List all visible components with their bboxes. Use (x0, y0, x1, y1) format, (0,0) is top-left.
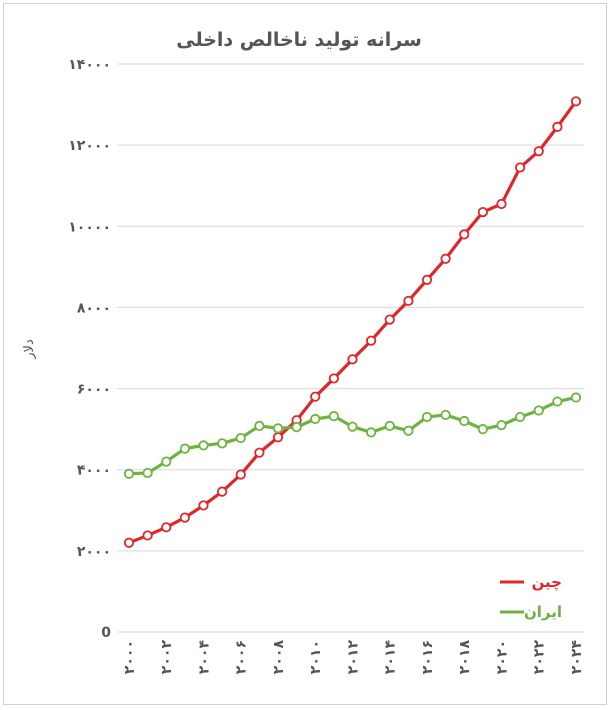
data-point (198, 500, 209, 511)
data-point (421, 274, 433, 285)
data-point (459, 415, 470, 427)
x-tick-label: ۲۰۲۴ (569, 640, 585, 675)
data-point (533, 146, 544, 157)
data-point (235, 432, 246, 444)
data-point (161, 456, 172, 467)
data-point (515, 411, 526, 423)
x-tick-label: ۲۰۲۰ (494, 640, 510, 674)
x-tick-label: ۲۰۰۲ (159, 640, 175, 675)
data-point (496, 419, 507, 431)
chart-frame: سرانه تولید ناخالص داخلی دلار 0 ۲۰۰۰ ۴۰۰۰ ۶… (3, 3, 607, 705)
data-point (459, 229, 470, 240)
data-point (123, 537, 135, 548)
data-point (570, 392, 582, 403)
data-point (328, 373, 339, 384)
data-point (328, 411, 339, 422)
legend-label: ایران (524, 603, 562, 621)
data-point (440, 409, 451, 421)
data-point (235, 469, 246, 480)
y-tick-label: ۱۲۰۰۰ (68, 138, 111, 154)
x-tick-label: ۲۰۱۸ (457, 640, 473, 675)
line-chart: سرانه تولید ناخالص داخلی دلار 0 ۲۰۰۰ ۴۰۰۰ ۶… (22, 29, 585, 675)
x-tick-label: ۲۰۰۶ (234, 640, 250, 674)
data-point (161, 522, 172, 533)
y-tick-label: ۴۰۰۰ (77, 463, 111, 479)
y-tick-label: ۱۴۰۰۰ (68, 57, 111, 73)
y-tick-label: ۶۰۰۰ (77, 382, 111, 398)
data-point (366, 427, 377, 438)
data-point (384, 314, 395, 325)
data-point (477, 206, 488, 218)
x-tick-label: ۲۰۰۴ (196, 640, 212, 675)
x-tick-label: ۲۰۰۰ (122, 640, 138, 674)
data-point (552, 396, 563, 407)
data-point (142, 467, 153, 479)
data-point (179, 512, 190, 523)
y-tick-label: ۲۰۰۰ (77, 544, 111, 560)
data-point (254, 420, 265, 431)
y-tick-label: 0 (101, 625, 111, 641)
series-line (128, 100, 578, 545)
data-point (496, 198, 507, 210)
x-tick-label: ۲۰۱۶ (420, 640, 436, 674)
series-1 (123, 392, 582, 479)
data-point (310, 391, 321, 402)
data-point (477, 424, 488, 435)
data-point (403, 295, 414, 307)
series-0 (123, 96, 582, 548)
x-tick-label: ۲۰۰۸ (271, 640, 287, 675)
data-point (142, 530, 153, 541)
x-tick-label: ۲۰۱۲ (345, 640, 361, 675)
data-point (179, 443, 190, 454)
data-point (440, 253, 451, 264)
data-point (217, 486, 228, 497)
data-point (403, 425, 414, 436)
y-axis-label: دلار (22, 339, 37, 360)
series-line (128, 395, 577, 476)
data-point (515, 162, 526, 173)
data-point (347, 354, 358, 365)
data-point (198, 440, 209, 451)
data-point (310, 413, 321, 425)
data-point (384, 420, 395, 431)
data-point (533, 405, 544, 416)
x-tick-label: ۲۰۱۴ (383, 640, 399, 675)
x-tick-label: ۲۰۲۲ (532, 640, 548, 675)
data-point (552, 121, 563, 132)
data-point (347, 421, 358, 432)
data-point (254, 447, 265, 458)
data-point (570, 96, 582, 107)
x-tick-label: ۲۰۱۰ (308, 640, 324, 674)
data-point (123, 468, 135, 479)
y-tick-label: ۱۰۰۰۰ (68, 219, 111, 235)
data-point (272, 423, 284, 434)
data-point (217, 438, 228, 449)
data-point (272, 432, 284, 443)
data-point (366, 335, 377, 346)
chart-title: سرانه تولید ناخالص داخلی (176, 29, 422, 51)
legend-label: چین (532, 573, 562, 592)
data-point (291, 422, 302, 433)
y-tick-label: ۸۰۰۰ (77, 300, 111, 316)
data-point (421, 411, 433, 423)
